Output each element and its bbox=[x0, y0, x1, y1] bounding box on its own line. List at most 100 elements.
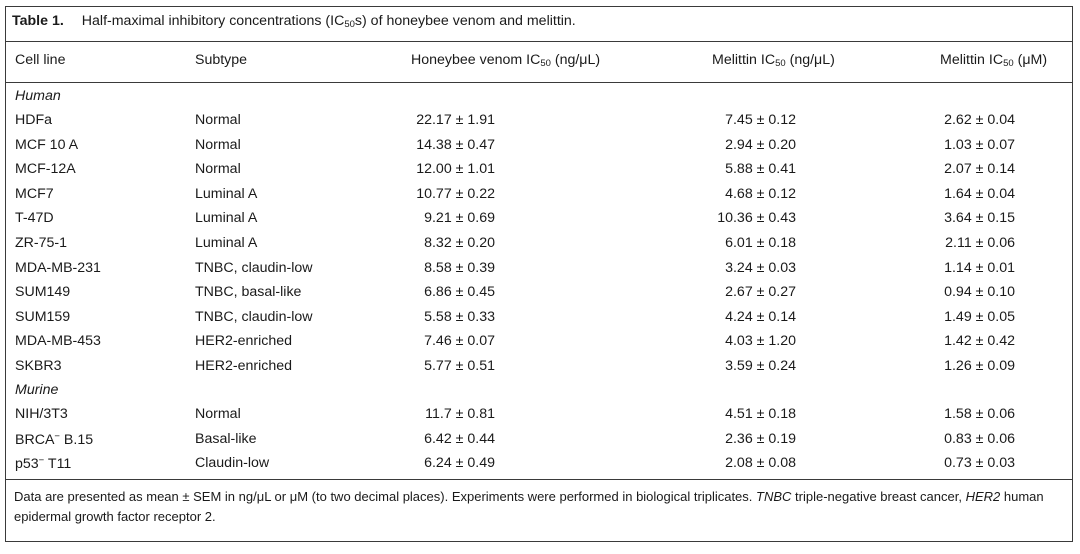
venom-ic50-value: 8.32 ± 0.20 bbox=[424, 235, 495, 251]
venom-ic50-value: 5.58 ± 0.33 bbox=[424, 308, 495, 325]
melittin-um-value: 3.64 ± 0.15 bbox=[944, 210, 1015, 227]
cell-line: MDA-MB-231 bbox=[15, 259, 101, 276]
subtype: Luminal A bbox=[195, 185, 258, 202]
header-melittin-ng-unit: (ng/μL) bbox=[785, 52, 835, 68]
melittin-ng-value: 4.24 ± 0.14 bbox=[725, 308, 796, 325]
subtype: Normal bbox=[195, 406, 241, 422]
melittin-ng-value: 2.08 ± 0.08 bbox=[725, 455, 796, 472]
melittin-um-value: 1.64 ± 0.04 bbox=[944, 185, 1015, 202]
venom-ic50-value: 6.24 ± 0.49 bbox=[424, 455, 495, 472]
cell-line-suffix: T11 bbox=[44, 456, 72, 473]
subtype: HER2-enriched bbox=[195, 333, 292, 350]
cell-line: NIH/3T3 bbox=[15, 406, 68, 422]
melittin-um-value: 1.42 ± 0.42 bbox=[944, 333, 1015, 350]
subtype: TNBC, claudin-low bbox=[195, 308, 313, 325]
header-rule bbox=[6, 82, 1072, 83]
venom-ic50-value: 9.21 ± 0.69 bbox=[424, 210, 495, 227]
melittin-ng-value: 5.88 ± 0.41 bbox=[725, 161, 796, 178]
melittin-um-value: 0.83 ± 0.06 bbox=[944, 430, 1015, 447]
subtype: Luminal A bbox=[195, 210, 258, 227]
melittin-ng-value: 3.24 ± 0.03 bbox=[725, 259, 796, 276]
footnote-abbr-her2: HER2 bbox=[965, 489, 1001, 504]
header-venom-text: Honeybee venom IC bbox=[411, 52, 541, 68]
caption-subscript: 50 bbox=[344, 19, 355, 30]
group-label: Human bbox=[15, 88, 61, 104]
melittin-ng-value: 10.36 ± 0.43 bbox=[717, 210, 796, 227]
melittin-ng-value: 4.03 ± 1.20 bbox=[725, 333, 796, 350]
cell-line: HDFa bbox=[15, 112, 53, 128]
table-footnote: Data are presented as mean ± SEM in ng/μ… bbox=[14, 487, 1066, 526]
header-venom-sub: 50 bbox=[540, 58, 551, 69]
subtype: Basal-like bbox=[195, 430, 257, 447]
venom-ic50-value: 22.17 ± 1.91 bbox=[416, 112, 495, 128]
header-melittin-ng: Melittin IC50 (ng/μL) bbox=[712, 52, 835, 69]
header-melittin-um-sub: 50 bbox=[1003, 58, 1014, 69]
cell-line-name: BRCA bbox=[15, 431, 55, 448]
melittin-um-value: 0.94 ± 0.10 bbox=[944, 284, 1015, 301]
subtype: Normal bbox=[195, 161, 241, 178]
melittin-um-value: 2.11 ± 0.06 bbox=[945, 235, 1015, 251]
cell-line: MCF-12A bbox=[15, 161, 76, 178]
venom-ic50-value: 12.00 ± 1.01 bbox=[416, 161, 495, 178]
cell-line-superscript: − bbox=[38, 455, 45, 467]
subtype: Normal bbox=[195, 136, 241, 153]
header-melittin-ng-text: Melittin IC bbox=[712, 52, 776, 68]
cell-line: SUM159 bbox=[15, 308, 71, 325]
melittin-um-value: 2.62 ± 0.04 bbox=[944, 112, 1015, 128]
cell-line: p53− T11 bbox=[15, 455, 71, 472]
cell-line: MCF7 bbox=[15, 185, 54, 202]
header-melittin-um-unit: (μM) bbox=[1013, 52, 1048, 68]
header-melittin-ng-sub: 50 bbox=[775, 58, 786, 69]
caption-text-before: Half-maximal inhibitory concentrations (… bbox=[81, 13, 345, 29]
venom-ic50-value: 6.42 ± 0.44 bbox=[424, 430, 495, 447]
venom-ic50-value: 6.86 ± 0.45 bbox=[424, 284, 495, 301]
melittin-ng-value: 6.01 ± 0.18 bbox=[725, 235, 796, 251]
melittin-um-value: 2.07 ± 0.14 bbox=[944, 161, 1015, 178]
cell-line: MDA-MB-453 bbox=[15, 333, 101, 350]
subtype: TNBC, claudin-low bbox=[195, 259, 313, 276]
cell-line: BRCA− B.15 bbox=[15, 431, 93, 448]
venom-ic50-value: 11.7 ± 0.81 bbox=[425, 406, 495, 422]
header-venom-unit: (ng/μL) bbox=[550, 52, 601, 68]
subtype: Normal bbox=[195, 112, 241, 128]
caption-label: Table 1. bbox=[12, 13, 64, 29]
melittin-um-value: 1.14 ± 0.01 bbox=[944, 259, 1015, 276]
melittin-ng-value: 2.67 ± 0.27 bbox=[725, 284, 796, 301]
group-label: Murine bbox=[15, 382, 59, 398]
footer-rule bbox=[6, 479, 1072, 480]
melittin-um-value: 1.49 ± 0.05 bbox=[944, 308, 1015, 325]
footnote-text-3: human epidermal growth factor receptor 2… bbox=[14, 489, 1044, 524]
cell-line: MCF 10 A bbox=[15, 136, 79, 153]
melittin-um-value: 0.73 ± 0.03 bbox=[944, 455, 1015, 472]
header-venom-ic50: Honeybee venom IC50 (ng/μL) bbox=[411, 52, 600, 69]
header-subtype: Subtype bbox=[195, 52, 248, 68]
cell-line-suffix: B.15 bbox=[59, 431, 94, 448]
cell-line: SKBR3 bbox=[15, 358, 62, 374]
footnote-abbr-tnbc: TNBC bbox=[756, 489, 792, 504]
melittin-ng-value: 2.94 ± 0.20 bbox=[725, 136, 796, 153]
venom-ic50-value: 5.77 ± 0.51 bbox=[424, 358, 495, 374]
cell-line-superscript: − bbox=[54, 430, 60, 442]
header-melittin-um-text: Melittin IC bbox=[940, 52, 1004, 68]
venom-ic50-value: 8.58 ± 0.39 bbox=[424, 259, 495, 276]
melittin-ng-value: 3.59 ± 0.24 bbox=[725, 358, 796, 374]
melittin-um-value: 1.26 ± 0.09 bbox=[944, 358, 1015, 374]
cell-line-name: p53 bbox=[15, 456, 39, 473]
subtype: HER2-enriched bbox=[195, 358, 292, 374]
melittin-ng-value: 2.36 ± 0.19 bbox=[725, 430, 796, 447]
subtype: TNBC, basal-like bbox=[195, 284, 302, 301]
cell-line: SUM149 bbox=[15, 284, 71, 301]
header-melittin-um: Melittin IC50 (μM) bbox=[940, 52, 1047, 69]
venom-ic50-value: 10.77 ± 0.22 bbox=[416, 185, 495, 202]
venom-ic50-value: 14.38 ± 0.47 bbox=[416, 136, 495, 153]
footnote-text-2: triple-negative breast cancer, bbox=[791, 489, 966, 504]
table-frame bbox=[5, 6, 1073, 542]
subtype: Claudin-low bbox=[195, 455, 270, 472]
cell-line: T-47D bbox=[15, 210, 54, 227]
caption-text-after: s) of honeybee venom and melittin. bbox=[354, 13, 576, 29]
cell-line: ZR-75-1 bbox=[15, 235, 68, 251]
melittin-ng-value: 4.51 ± 0.18 bbox=[725, 406, 796, 422]
caption-rule bbox=[6, 41, 1072, 42]
table-caption: Table 1. Half-maximal inhibitory concentr… bbox=[12, 13, 576, 30]
venom-ic50-value: 7.46 ± 0.07 bbox=[424, 333, 495, 350]
